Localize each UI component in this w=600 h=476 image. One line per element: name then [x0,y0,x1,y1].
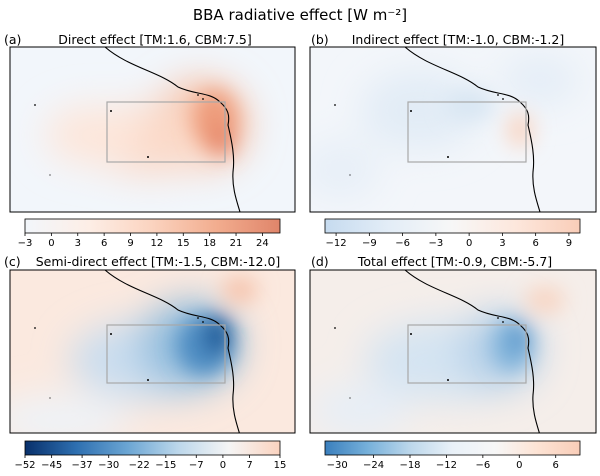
colorbar-b-tick-label: −6 [395,238,410,249]
colorbar-d-tick-label: −18 [399,460,420,471]
panel-c-analysis-box [106,324,226,384]
colorbar-b: −12 −9 −6 −3 0 3 6 9 [324,218,581,249]
colorbar-d-tick-label: −24 [363,460,384,471]
panel-b-analysis-box [407,101,527,163]
colorbar-a-tick-label: 0 [48,238,54,249]
colorbar-a-tick-label: 9 [127,238,133,249]
panel-c-label: (c) [4,254,21,269]
panel-a: (a) Direct effect [TM:1.6, CBM:7.5] [4,32,296,213]
panel-a-title: Direct effect [TM:1.6, CBM:7.5] [58,32,252,47]
panel-a-label: (a) [4,32,21,47]
colorbar-d-bar [324,440,581,456]
panel-d-analysis-box [407,324,527,384]
panel-c-frame [9,269,296,434]
colorbar-c-tick-label: −45 [41,460,62,471]
colorbar-d-tick-label: 6 [553,460,559,471]
colorbar-c-tick-label: −15 [155,460,176,471]
colorbar-a-tick-label: 15 [177,238,190,249]
colorbar-c: −52 −45 −37 −30 −22 −15 −7 0 7 15 [14,440,287,471]
colorbar-c-tick-label: −7 [189,460,204,471]
colorbar-a-tick-label: 12 [151,238,164,249]
colorbar-c-tick-label: 7 [246,460,252,471]
panel-b: (b) Indirect effect [TM:-1.0, CBM:-1.2] [309,32,597,213]
colorbar-d-tick-label: −6 [475,460,490,471]
colorbar-c-tick-label: 15 [274,460,287,471]
colorbar-b-tick-label: 9 [566,238,572,249]
colorbar-c-tick-label: −30 [98,460,119,471]
colorbar-a-tick-label: 3 [75,238,81,249]
colorbar-b-bar [324,218,581,234]
colorbar-a-tick-label: 18 [203,238,216,249]
colorbar-a-tick-label: 6 [101,238,107,249]
colorbar-c-tick-label: −52 [14,460,35,471]
colorbar-b-tick-label: 6 [532,238,538,249]
colorbar-c-tick-label: −37 [72,460,93,471]
panel-c: (c) Semi-direct effect [TM:-1.5, CBM:-12… [4,254,296,434]
colorbar-d-tick-label: 0 [516,460,522,471]
panel-d-title: Total effect [TM:-0.9, CBM:-5.7] [357,254,552,269]
panel-d-frame [309,269,597,434]
colorbar-a: −3 0 3 6 9 12 15 18 21 24 [18,218,281,249]
colorbar-b-tick-label: −3 [428,238,443,249]
colorbar-a-tick-label: 24 [256,238,269,249]
colorbar-b-tick-label: 0 [466,238,472,249]
panel-c-title: Semi-direct effect [TM:-1.5, CBM:-12.0] [36,254,281,269]
colorbar-c-tick-label: 0 [220,460,226,471]
colorbar-a-tick-label: −3 [18,238,33,249]
colorbar-b-tick-label: 3 [499,238,505,249]
panel-a-analysis-box [106,101,226,163]
panel-b-frame [309,46,597,213]
panel-b-label: (b) [311,32,329,47]
figure-title: BBA radiative effect [W m⁻²] [193,6,407,24]
colorbar-a-tick-label: 21 [230,238,243,249]
panel-d-label: (d) [311,254,329,269]
panel-d: (d) Total effect [TM:-0.9, CBM:-5.7] [309,254,597,434]
colorbar-b-tick-label: −12 [326,238,347,249]
colorbar-c-tick-label: −22 [129,460,150,471]
panel-b-title: Indirect effect [TM:-1.0, CBM:-1.2] [352,32,564,47]
colorbar-c-bar [24,440,281,456]
panel-a-frame [9,46,296,213]
colorbar-d: −30 −24 −18 −12 −6 0 6 [324,440,581,471]
colorbar-a-bar [24,218,281,234]
colorbar-d-tick-label: −12 [436,460,457,471]
panel-b-field [310,55,580,200]
colorbar-b-tick-label: −9 [362,238,377,249]
colorbar-d-tick-label: −30 [327,460,348,471]
